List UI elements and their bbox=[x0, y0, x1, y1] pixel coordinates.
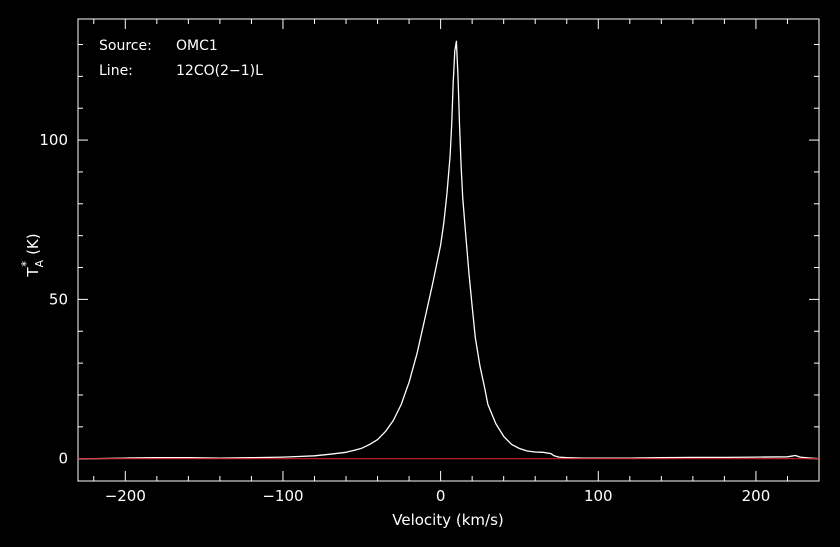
y-tick-labels: 0 50 100 bbox=[39, 131, 68, 468]
x-tick-labels: −200 −100 0 100 200 bbox=[105, 487, 771, 505]
plot-border bbox=[77, 18, 820, 482]
y-axis-label-sub: A bbox=[33, 259, 46, 267]
x-tick-label: 200 bbox=[742, 487, 771, 505]
y-tick-label: 50 bbox=[49, 290, 68, 308]
svg-text:TA*(K): TA* (K) bbox=[19, 233, 46, 277]
line-value: 12CO(2−1)L bbox=[176, 63, 263, 79]
plot-frame bbox=[77, 18, 820, 482]
minor-ticks bbox=[78, 19, 820, 481]
line-label: Line: bbox=[99, 63, 133, 79]
x-tick-label: 0 bbox=[436, 487, 446, 505]
y-axis-label-unit: (K) bbox=[24, 233, 42, 255]
source-value: OMC1 bbox=[176, 38, 218, 54]
x-tick-label: 100 bbox=[584, 487, 613, 505]
y-axis-label-main: T bbox=[24, 267, 42, 278]
y-tick-label: 100 bbox=[39, 131, 68, 149]
spectrum-line bbox=[78, 40, 820, 460]
y-axis-label-sup: * bbox=[19, 261, 33, 267]
major-ticks bbox=[78, 19, 819, 481]
source-label: Source: bbox=[99, 38, 152, 54]
y-tick-label: 0 bbox=[58, 450, 68, 468]
series-group bbox=[78, 40, 820, 460]
x-tick-label: −200 bbox=[105, 487, 146, 505]
y-axis-label: TA* (K) bbox=[19, 233, 46, 277]
x-axis-label: Velocity (km/s) bbox=[392, 511, 503, 529]
x-tick-label: −100 bbox=[262, 487, 303, 505]
